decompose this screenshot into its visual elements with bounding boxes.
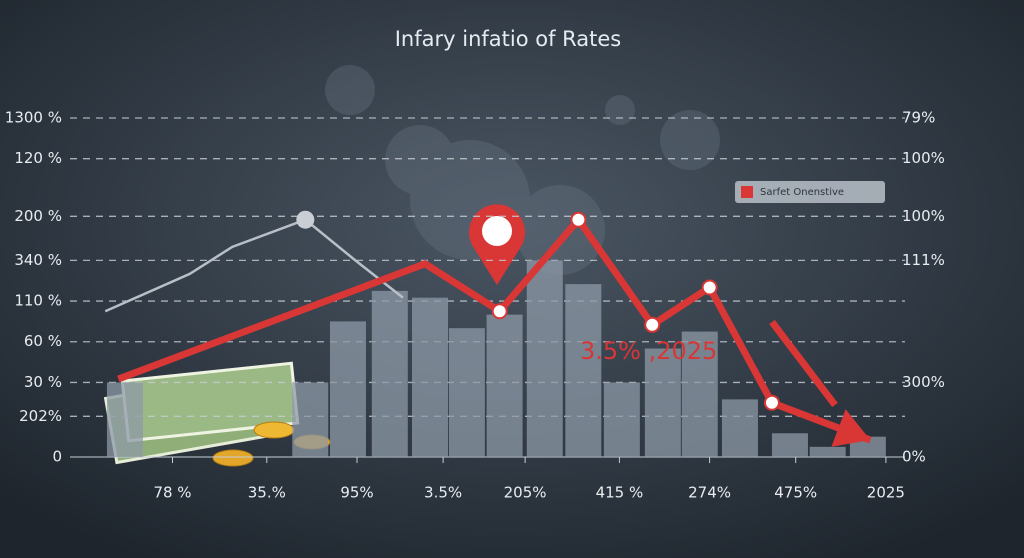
y-tick-label: 340 % — [14, 251, 62, 269]
bar — [721, 399, 758, 457]
y-tick-label: 0 — [52, 448, 62, 466]
bar — [486, 314, 523, 457]
y2-tick-label: 300% — [902, 373, 945, 391]
bar — [565, 284, 602, 457]
marker — [644, 316, 661, 333]
y-tick-label: 202% — [19, 407, 62, 425]
arrow-accent — [769, 319, 838, 408]
annotation: 3.5% ,2025 — [580, 337, 717, 365]
bar — [329, 321, 366, 457]
y2-tick-label: 100% — [902, 149, 945, 167]
chart-title: Infary infatio of Rates — [395, 27, 622, 51]
legend-box — [735, 181, 885, 203]
x-tick-label: 274% — [688, 484, 731, 502]
decoration — [325, 65, 720, 275]
y-tick-label: 200 % — [14, 207, 62, 225]
x-tick-label: 3.5% — [424, 484, 462, 502]
location-pin — [469, 204, 525, 285]
bar — [603, 382, 640, 457]
x-tick-label: 35.% — [248, 484, 286, 502]
y-tick-label: 30 % — [24, 373, 62, 391]
y-tick-label: 1300 % — [5, 109, 62, 127]
x-tick-label: 415 % — [596, 484, 644, 502]
bar — [448, 328, 485, 457]
legend-swatch — [741, 186, 753, 198]
bar — [809, 446, 846, 457]
y-tick-label: 120 % — [14, 149, 62, 167]
marker — [296, 210, 315, 229]
bar — [644, 348, 681, 457]
y-tick-label: 110 % — [14, 292, 62, 310]
y2-tick-label: 0% — [902, 448, 926, 466]
y-tick-label: 60 % — [24, 332, 62, 350]
x-tick-label: 205% — [504, 484, 547, 502]
bar — [526, 260, 563, 457]
y2-tick-label: 100% — [902, 207, 945, 225]
line — [104, 218, 404, 313]
marker — [763, 394, 780, 411]
y2-tick-label: 111% — [902, 251, 945, 269]
marker — [491, 303, 508, 320]
marker — [701, 279, 718, 296]
legend: Sarfet Onenstive — [735, 181, 885, 203]
bar — [771, 433, 808, 457]
marker — [570, 211, 587, 228]
bar — [371, 290, 408, 457]
x-tick-label: 2025 — [867, 484, 905, 502]
bar — [681, 331, 718, 457]
x-tick-label: 78 % — [153, 484, 191, 502]
bar — [292, 382, 329, 457]
bar — [106, 382, 143, 457]
x-tick-label: 95% — [340, 484, 373, 502]
y2-tick-label: 79% — [902, 109, 935, 127]
legend-label: Sarfet Onenstive — [760, 187, 844, 198]
arrowhead — [831, 409, 871, 447]
bar — [411, 297, 448, 457]
line — [117, 214, 872, 444]
x-tick-label: 475% — [774, 484, 817, 502]
